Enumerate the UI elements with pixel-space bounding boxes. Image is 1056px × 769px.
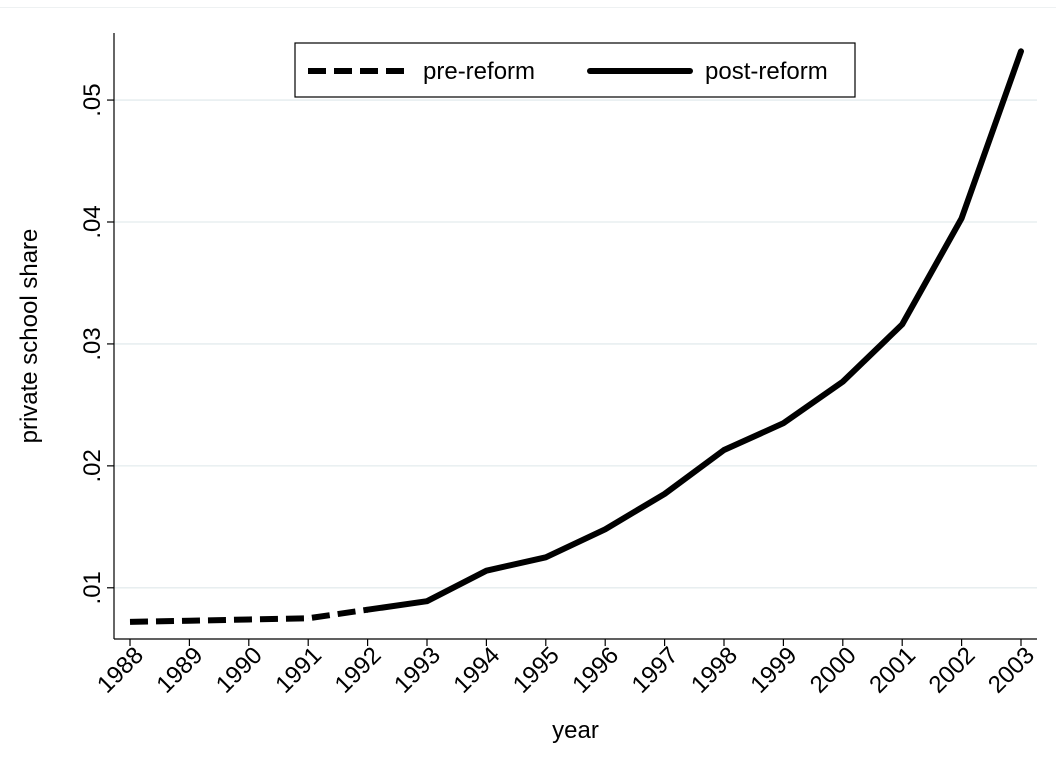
x-tick-label-2: 1990 [211, 642, 268, 699]
x-tick-label-15: 2003 [983, 642, 1040, 699]
legend: pre-reform post-reform [294, 42, 856, 98]
x-axis-ticks: 1988 1989 1990 1991 1992 1993 1994 1995 1996 1997… [92, 639, 1040, 699]
series-layer [129, 48, 1024, 625]
y-tick-label-0: .01 [79, 571, 106, 604]
y-gridlines [114, 99, 1037, 589]
series-line-post-reform [364, 48, 1024, 613]
x-tick-label-0: 1988 [92, 642, 149, 699]
x-tick-label-1: 1989 [151, 642, 208, 699]
x-tick-label-6: 1994 [448, 642, 505, 699]
y-tick-label-2: .03 [79, 327, 106, 360]
y-axis-ticks: .01 .02 .03 .04 .05 [79, 83, 114, 604]
x-tick-label-12: 2000 [805, 642, 862, 699]
y-tick-label-3: .04 [79, 205, 106, 238]
x-tick-label-14: 2002 [924, 642, 981, 699]
frame-top-border [0, 7, 1056, 8]
y-tick-label-4: .05 [79, 83, 106, 116]
x-tick-label-10: 1998 [686, 642, 743, 699]
x-tick-label-7: 1995 [508, 642, 565, 699]
x-tick-label-5: 1993 [389, 642, 446, 699]
y-tick-label-1: .02 [79, 449, 106, 482]
x-tick-label-13: 2001 [864, 642, 921, 699]
x-tick-label-11: 1999 [745, 642, 802, 699]
x-axis-title: year [552, 717, 599, 744]
x-tick-label-3: 1991 [270, 642, 327, 699]
x-tick-label-8: 1996 [567, 642, 624, 699]
series-line-pre-reform [129, 606, 369, 625]
legend-label-pre-reform: pre-reform [423, 58, 535, 85]
legend-label-post-reform: post-reform [705, 58, 828, 85]
x-tick-label-9: 1997 [627, 642, 684, 699]
x-tick-label-4: 1992 [330, 642, 387, 699]
y-axis-title: private school share [16, 229, 43, 444]
